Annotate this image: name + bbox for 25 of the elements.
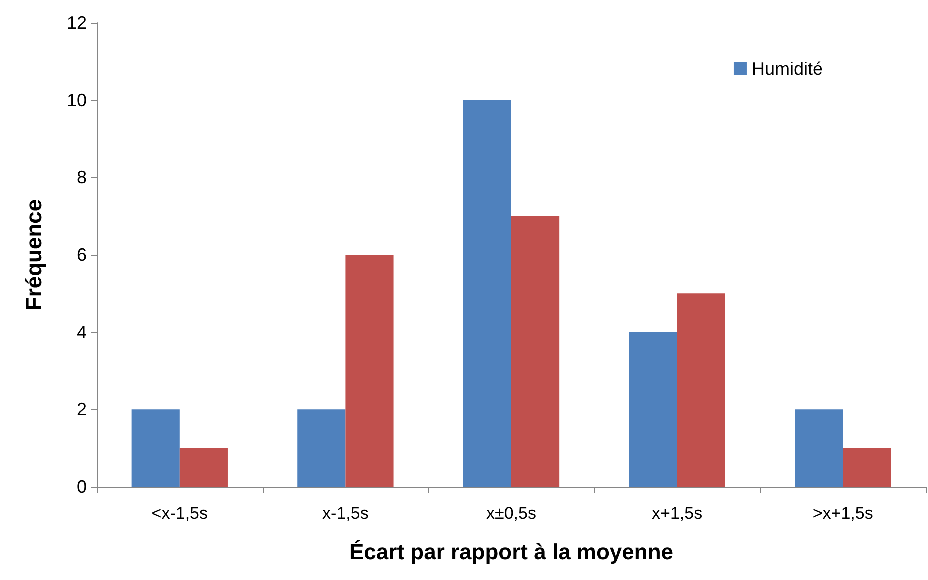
bar xyxy=(795,410,844,487)
y-tick-label: 6 xyxy=(76,245,87,265)
x-tick-label: >x+1,5s xyxy=(812,504,874,523)
legend-label: Humidité xyxy=(752,59,824,79)
x-tick-label: x+1,5s xyxy=(652,504,703,523)
bar xyxy=(346,255,394,487)
bar xyxy=(512,216,560,487)
x-axis-title: Écart par rapport à la moyenne xyxy=(350,540,674,564)
bar xyxy=(843,448,892,487)
y-tick-label: 0 xyxy=(76,477,87,497)
y-tick-label: 4 xyxy=(76,322,87,342)
x-tick-label: x-1,5s xyxy=(322,504,369,523)
y-tick-label: 12 xyxy=(66,13,87,33)
y-tick-label: 8 xyxy=(76,168,87,188)
bar xyxy=(463,100,512,487)
x-tick-label: x±0,5s xyxy=(486,504,536,523)
y-tick-label: 2 xyxy=(76,400,87,420)
bar xyxy=(180,448,228,487)
bar xyxy=(298,410,346,487)
bar xyxy=(629,332,678,487)
bar xyxy=(132,410,180,487)
y-axis-title: Fréquence xyxy=(22,199,46,311)
x-tick-label: <x-1,5s xyxy=(152,504,208,523)
y-tick-label: 10 xyxy=(66,90,87,110)
bar xyxy=(677,294,726,487)
